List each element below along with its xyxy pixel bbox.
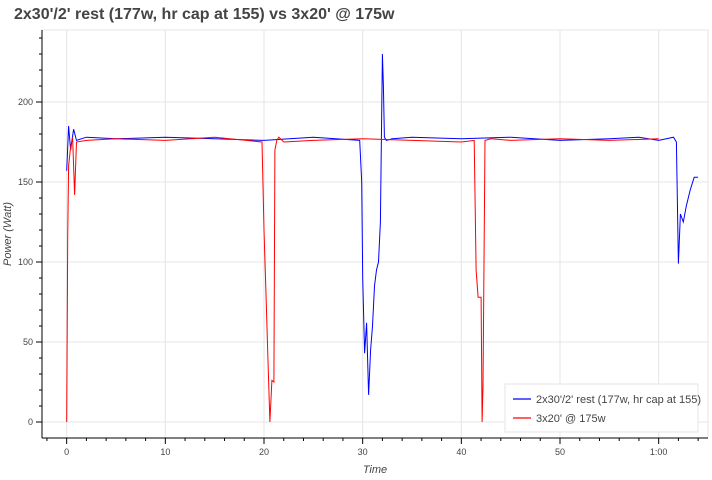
chart-title: 2x30'/2' rest (177w, hr cap at 155) vs 3…	[14, 6, 395, 23]
x-tick-label: 1:00	[650, 447, 668, 457]
legend-label-1: 3x20' @ 175w	[536, 413, 606, 425]
x-tick-label: 0	[64, 447, 69, 457]
axes: 0 10 20 30 40 50 1:00 0 50 100 150 200	[18, 30, 708, 457]
y-tick-label: 50	[23, 337, 33, 347]
grid	[42, 30, 708, 438]
x-tick-label: 50	[555, 447, 565, 457]
x-tick-label: 40	[456, 447, 466, 457]
x-tick-label: 10	[160, 447, 170, 457]
legend-label-0: 2x30'/2' rest (177w, hr cap at 155)	[536, 394, 701, 406]
legend: 2x30'/2' rest (177w, hr cap at 155) 3x20…	[504, 383, 701, 433]
y-axis-label: Power (Watt)	[2, 202, 14, 266]
x-axis-label: Time	[363, 464, 387, 476]
legend-box	[504, 383, 699, 433]
plot-area	[41, 29, 709, 439]
y-tick-label: 200	[18, 97, 33, 107]
x-tick-label: 20	[259, 447, 269, 457]
y-tick-label: 100	[18, 257, 33, 267]
series-layer	[66, 53, 699, 423]
series-line-0	[66, 53, 699, 395]
y-tick-label: 150	[18, 177, 33, 187]
y-tick-label: 0	[28, 417, 33, 427]
series-line-1	[66, 136, 659, 423]
x-tick-label: 30	[358, 447, 368, 457]
